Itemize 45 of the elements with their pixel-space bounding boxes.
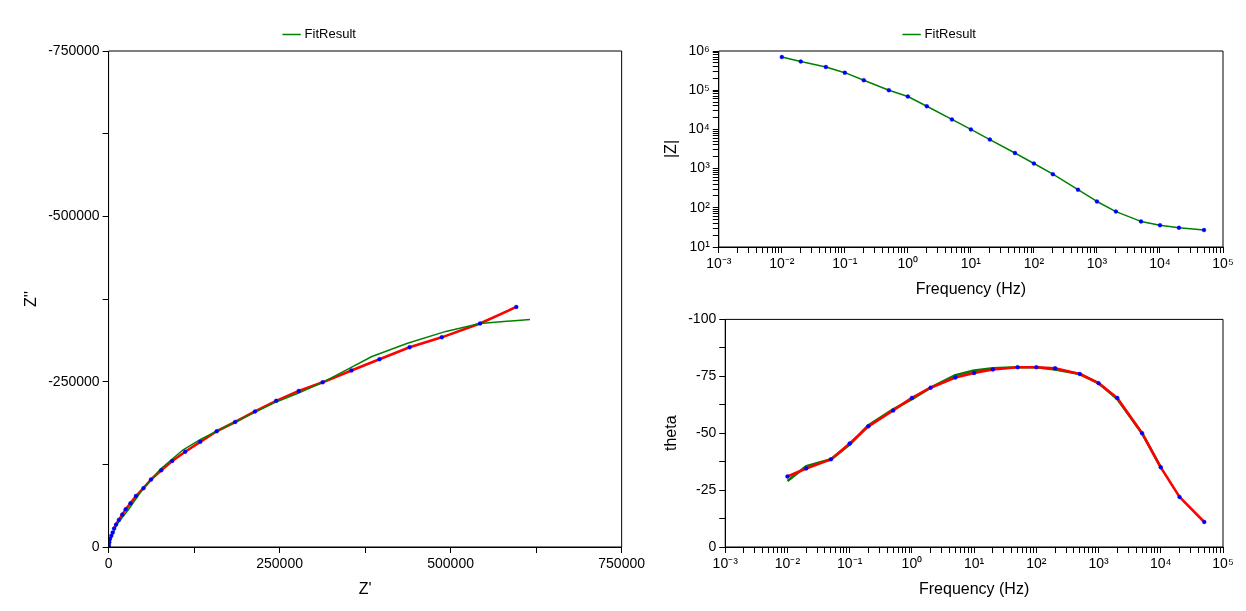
y-tick-label: -100 [688,310,717,327]
y-axis-title: |Z| [662,139,680,159]
x-tick-label: 10³ [1086,255,1108,272]
y-tick-label: 10⁴ [688,120,710,137]
x-tick-label: 500000 [427,555,475,572]
x-axis-title: Frequency (Hz) [918,579,1030,597]
x-tick-label: 10⁵ [1212,255,1234,272]
y-tick-label: -250000 [48,372,100,389]
x-axis-title: Z' [358,579,372,597]
x-axis-title: Frequency (Hz) [915,279,1027,297]
legend-label: FitResult [304,26,357,42]
x-tick-label: 10⁰ [897,255,919,272]
legend-label: FitResult [924,26,977,42]
x-tick-label: 10⁵ [1212,555,1234,572]
x-tick-label: 0 [104,555,113,572]
x-tick-label: 10⁻³ [712,555,739,572]
x-tick-label: 10³ [1088,555,1110,572]
y-tick-label: 10² [689,198,711,215]
x-tick-label: 10² [1023,255,1045,272]
y-tick-label: 10⁵ [688,81,710,98]
x-tick-label: 10² [1026,555,1047,572]
x-tick-label: 750000 [598,555,646,572]
y-tick-label: 10⁶ [688,41,710,58]
y-tick-label: 10³ [689,159,711,176]
x-tick-label: 10¹ [960,255,982,272]
x-tick-label: 250000 [256,555,304,572]
y-axis-title: theta [662,415,680,451]
x-tick-label: 10⁻³ [706,255,732,272]
y-tick-label: -500000 [48,207,100,224]
y-tick-label: -750000 [48,41,100,58]
y-tick-label: -25 [695,480,717,497]
x-tick-label: 10⁰ [901,555,923,572]
x-tick-label: 10⁻¹ [832,255,858,272]
y-tick-label: -50 [695,424,717,441]
x-tick-label: 10⁴ [1149,255,1171,272]
y-tick-label: -75 [695,367,717,384]
x-tick-label: 10¹ [963,555,985,572]
y-tick-label: 0 [91,537,100,554]
y-tick-label: 10¹ [689,237,711,254]
y-axis-title: Z'' [22,291,40,307]
x-tick-label: 10⁻¹ [837,555,863,572]
y-tick-label: 0 [708,537,717,554]
x-tick-label: 10⁻² [769,255,795,272]
x-tick-label: 10⁴ [1149,555,1172,572]
x-tick-label: 10⁻² [774,555,801,572]
